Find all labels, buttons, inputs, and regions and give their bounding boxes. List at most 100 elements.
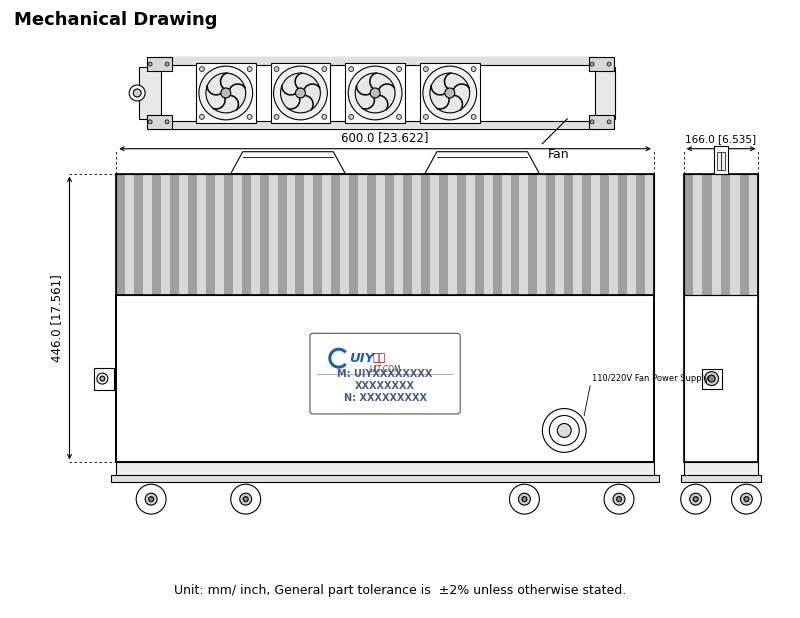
Circle shape: [199, 114, 204, 119]
Circle shape: [445, 88, 454, 98]
Bar: [394, 174, 403, 295]
Circle shape: [165, 120, 169, 124]
Bar: [376, 174, 385, 295]
Bar: [749, 174, 758, 295]
Bar: [159, 121, 597, 129]
Bar: [693, 174, 702, 295]
Circle shape: [471, 114, 476, 119]
Bar: [233, 174, 242, 295]
Circle shape: [542, 408, 586, 452]
Circle shape: [397, 67, 402, 72]
Bar: [538, 174, 546, 295]
Circle shape: [550, 415, 579, 446]
Text: 600.0 [23.622]: 600.0 [23.622]: [342, 131, 429, 144]
Circle shape: [522, 497, 527, 502]
Bar: [159, 57, 597, 65]
Bar: [367, 174, 376, 295]
Circle shape: [430, 73, 470, 113]
Text: UIY: UIY: [349, 352, 374, 365]
Circle shape: [240, 493, 252, 505]
Bar: [331, 174, 340, 295]
Bar: [714, 146, 728, 174]
Bar: [684, 462, 758, 476]
Bar: [116, 174, 654, 462]
Bar: [627, 174, 636, 295]
Bar: [403, 174, 412, 295]
Bar: [712, 174, 721, 295]
Text: 166.0 [6.535]: 166.0 [6.535]: [686, 133, 757, 144]
Circle shape: [681, 485, 710, 514]
Bar: [188, 174, 197, 295]
Bar: [126, 174, 134, 295]
Circle shape: [349, 114, 354, 119]
Circle shape: [322, 114, 327, 119]
Text: N: XXXXXXXXX: N: XXXXXXXXX: [343, 393, 426, 403]
Text: Unit: mm/ inch, General part tolerance is  ±2% unless otherwise stated.: Unit: mm/ inch, General part tolerance i…: [174, 584, 626, 597]
Circle shape: [165, 62, 169, 66]
Bar: [636, 174, 645, 295]
Bar: [702, 368, 722, 389]
Circle shape: [148, 120, 152, 124]
Bar: [305, 174, 314, 295]
Bar: [116, 174, 654, 295]
Circle shape: [100, 376, 105, 381]
Circle shape: [136, 485, 166, 514]
Circle shape: [370, 88, 380, 98]
Bar: [260, 174, 269, 295]
Circle shape: [558, 423, 571, 438]
Bar: [546, 174, 555, 295]
Bar: [161, 174, 170, 295]
Polygon shape: [425, 151, 539, 174]
Circle shape: [274, 66, 327, 120]
Circle shape: [148, 62, 152, 66]
Bar: [684, 174, 758, 462]
Bar: [589, 115, 614, 129]
Text: Mechanical Drawing: Mechanical Drawing: [14, 11, 218, 29]
Bar: [484, 174, 493, 295]
Circle shape: [281, 73, 320, 113]
Bar: [179, 174, 188, 295]
Bar: [159, 57, 597, 129]
Bar: [346, 63, 405, 123]
Circle shape: [243, 497, 248, 502]
Bar: [350, 174, 358, 295]
Bar: [574, 174, 582, 295]
Bar: [510, 174, 519, 295]
Bar: [439, 174, 448, 295]
Bar: [314, 174, 322, 295]
Bar: [278, 174, 286, 295]
Bar: [564, 174, 574, 295]
Bar: [250, 174, 260, 295]
Circle shape: [690, 493, 702, 505]
Circle shape: [348, 66, 402, 120]
Circle shape: [130, 85, 145, 101]
Circle shape: [199, 67, 204, 72]
Circle shape: [349, 67, 354, 72]
Text: XXXXXXXX: XXXXXXXX: [355, 381, 415, 391]
Bar: [421, 174, 430, 295]
Text: UIT.COM: UIT.COM: [370, 365, 401, 374]
Circle shape: [149, 497, 154, 502]
Circle shape: [590, 120, 594, 124]
Bar: [116, 174, 126, 295]
Bar: [466, 174, 474, 295]
Circle shape: [607, 62, 611, 66]
Circle shape: [423, 114, 428, 119]
Bar: [502, 174, 510, 295]
Bar: [684, 295, 758, 462]
FancyBboxPatch shape: [310, 333, 460, 414]
Circle shape: [206, 73, 246, 113]
Circle shape: [617, 497, 622, 502]
Bar: [206, 174, 215, 295]
Bar: [94, 368, 114, 389]
Bar: [740, 174, 749, 295]
Bar: [358, 174, 367, 295]
Circle shape: [613, 493, 625, 505]
Bar: [493, 174, 502, 295]
Circle shape: [397, 114, 402, 119]
Bar: [215, 174, 224, 295]
Circle shape: [322, 67, 327, 72]
Bar: [116, 295, 654, 462]
Bar: [684, 174, 758, 295]
Bar: [618, 174, 627, 295]
